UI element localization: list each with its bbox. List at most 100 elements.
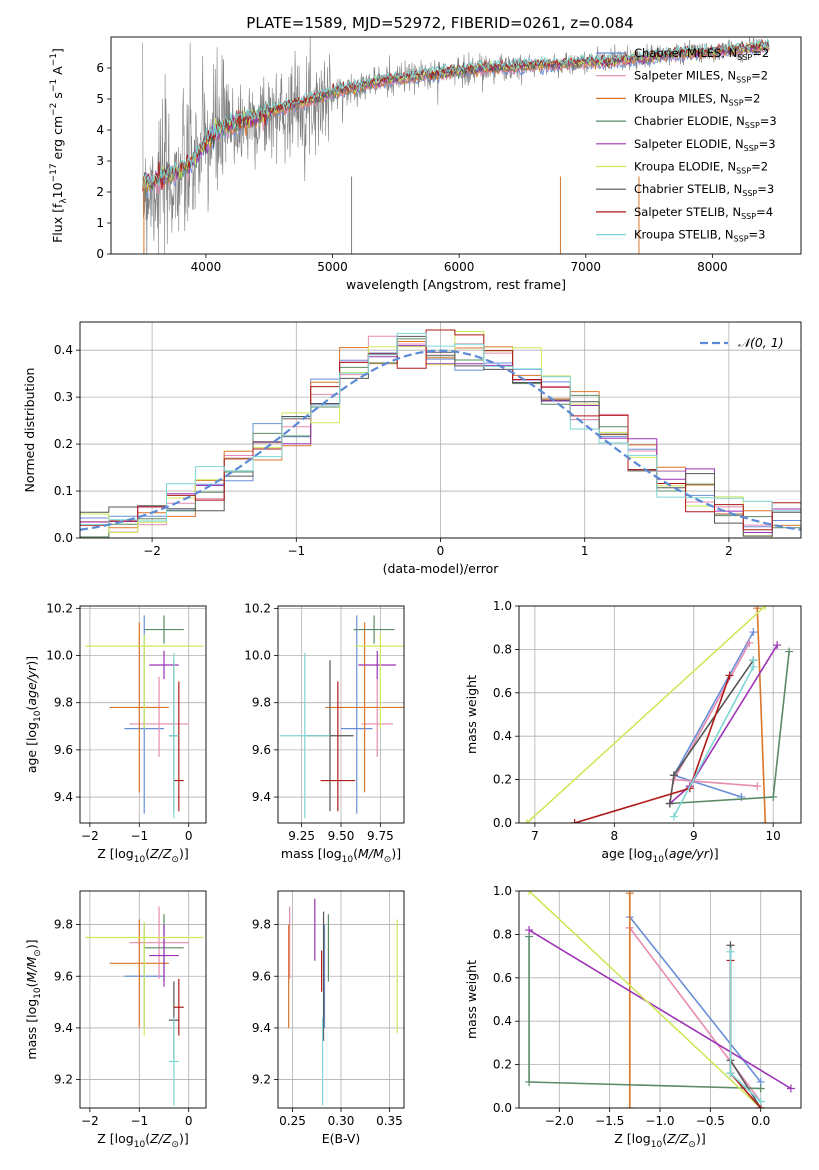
weight-marker	[769, 792, 778, 801]
plot-area	[522, 606, 794, 823]
y-tick-label: 0.0	[493, 816, 512, 830]
legend-label: Salpeter ELODIE, NSSP=3	[634, 137, 776, 153]
y-tick-label: 5	[96, 92, 104, 106]
y-axis-label: mass weight	[464, 960, 479, 1039]
series-model-kroupa-stelib	[142, 37, 769, 189]
errorbar-point	[109, 622, 169, 793]
weight-marker	[756, 1084, 765, 1093]
x-tick-label: 0.30	[328, 1114, 355, 1128]
x-tick-label: −2	[81, 829, 99, 843]
y-tick-label: 9.4	[252, 1021, 271, 1035]
y-tick-label: 9.6	[252, 969, 271, 983]
y-tick-label: 9.8	[54, 918, 73, 932]
x-tick-label: 9	[690, 829, 698, 843]
errorbar-point	[173, 681, 184, 812]
x-tick-label: 1	[581, 544, 589, 558]
panel-histogram: −2 −1 0 1 2 0.0 0.1 0.2 0.3 0.4 (data-model)/error…	[22, 321, 802, 576]
x-axis-label: (data-model)/error	[383, 561, 500, 576]
legend-label: Chabrier STELIB, NSSP=3	[634, 182, 774, 198]
weight-marker	[725, 671, 734, 680]
weight-line	[528, 936, 761, 1090]
x-tick-label: 9.50	[328, 829, 355, 843]
errorbar-point	[355, 634, 404, 729]
legend-label: Chabrier ELODIE, NSSP=3	[634, 114, 777, 130]
plot-area	[80, 329, 801, 538]
errorbar-point	[144, 615, 184, 644]
x-axis-label: Z [log10(Z/Z⊙)]	[614, 1131, 705, 1150]
normal-curve	[80, 349, 801, 531]
legend-label: Kroupa STELIB, NSSP=3	[634, 228, 765, 244]
y-tick-label: 0.4	[493, 729, 512, 743]
legend-label: 𝒩(0, 1)	[738, 335, 784, 350]
x-tick-label: 4000	[191, 260, 222, 274]
weight-marker	[625, 1104, 634, 1108]
errorbar-point	[173, 978, 184, 1036]
y-tick-label: 3	[96, 154, 104, 168]
axes-frame	[79, 890, 207, 1109]
y-tick-label: 0.8	[493, 642, 512, 656]
x-tick-label: 8000	[697, 260, 728, 274]
x-tick-label: 2	[725, 544, 733, 558]
plot-area	[525, 891, 795, 1108]
weight-marker	[786, 1084, 795, 1093]
series-model-salpeter-stelib	[142, 39, 769, 192]
plot-area	[84, 906, 204, 1106]
y-tick-label: 9.6	[252, 743, 271, 757]
x-tick-label: 0	[185, 1114, 193, 1128]
x-tick-label: 8	[611, 829, 619, 843]
y-tick-label: 0.0	[493, 1101, 512, 1115]
y-tick-label: 0	[96, 247, 104, 261]
x-tick-label: 7	[531, 829, 539, 843]
y-tick-label: 0.6	[493, 971, 512, 985]
weight-marker	[753, 782, 762, 791]
errorbar-point	[149, 924, 179, 987]
y-tick-label: 0.4	[493, 1014, 512, 1028]
x-tick-label: −0.5	[696, 1114, 725, 1128]
hist-chabrier-stelib	[80, 335, 801, 538]
axes-frame	[110, 36, 802, 255]
x-tick-label: 6000	[444, 260, 475, 274]
x-tick-label: −1.5	[595, 1114, 624, 1128]
x-tick-label: −1	[130, 829, 148, 843]
y-tick-label: 10.0	[244, 649, 271, 663]
legend-label: Salpeter MILES, NSSP=2	[634, 69, 768, 85]
weight-marker	[773, 641, 782, 650]
x-tick-label: −1	[287, 544, 305, 558]
x-axis-label: mass [log10(M/M⊙)]	[281, 846, 401, 865]
y-tick-label: 1	[96, 216, 104, 230]
y-tick-label: 9.4	[252, 790, 271, 804]
y-tick-label: 9.8	[54, 696, 73, 710]
y-tick-label: 0.0	[54, 531, 73, 545]
weight-marker	[669, 812, 678, 821]
weight-line	[528, 891, 762, 1108]
y-tick-label: 1.0	[493, 884, 512, 898]
x-tick-label: −2	[81, 1114, 99, 1128]
weight-marker	[749, 628, 758, 637]
x-tick-label: 0	[185, 829, 193, 843]
x-tick-label: −1	[130, 1114, 148, 1128]
panel-mass_weight_vs_Z: −2.0 −1.5 −1.0 −0.5 0.0 0.0 0.2 0.4 0.6 0.8 1.0 Z […	[464, 884, 802, 1150]
x-axis-label: age [log10(age/yr)]	[601, 846, 718, 865]
weight-line	[528, 929, 792, 1090]
x-tick-label: 9.75	[367, 829, 394, 843]
errorbar-point	[361, 676, 393, 757]
y-tick-label: 0.2	[493, 1058, 512, 1072]
legend-spectrum: Chabrier MILES, NSSP=2 Salpeter MILES, NS…	[596, 46, 777, 244]
weight-line	[729, 960, 762, 1108]
y-tick-label: 10.2	[46, 601, 73, 615]
errorbar-point	[129, 676, 189, 757]
figure-title: PLATE=1589, MJD=52972, FIBERID=0261, z=0…	[246, 14, 633, 32]
x-tick-label: 7000	[570, 260, 601, 274]
panel-spectrum: 4000 5000 6000 7000 8000 0 1 2 3 4 5 6 wavelength [A…	[49, 36, 802, 292]
plot-area	[142, 37, 770, 254]
errorbar-point	[168, 1017, 179, 1106]
y-axis-label: mass weight	[464, 675, 479, 754]
axes-frame	[518, 890, 802, 1109]
y-axis-label: Flux [fλ10−17 erg cm−2 s−1 A−1]	[49, 48, 69, 243]
weight-marker	[525, 891, 534, 895]
weight-marker	[756, 1097, 765, 1106]
panel-age_vs_mass: 9.25 9.50 9.75 9.4 9.6 9.8 10.0 10.2 mass [log10…	[244, 601, 405, 865]
weight-line	[756, 608, 767, 823]
weight-marker	[522, 819, 531, 823]
